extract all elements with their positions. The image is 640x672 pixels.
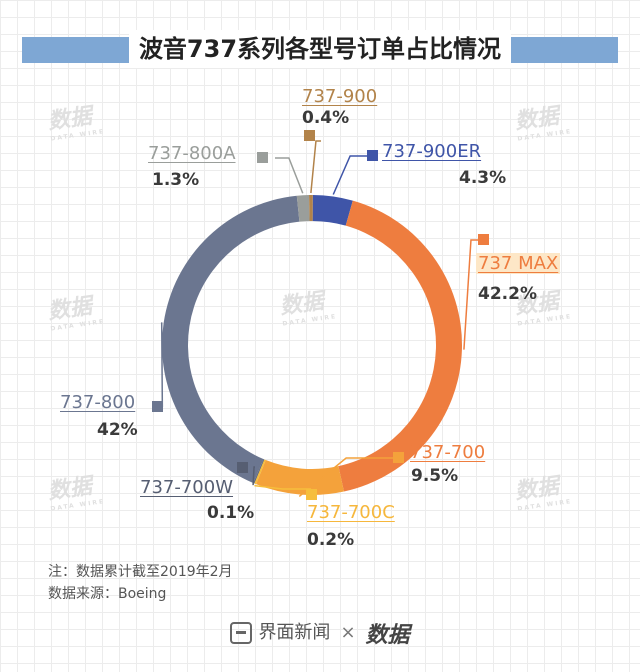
value-737-800a: 1.3%	[152, 170, 200, 190]
slice-737-700c	[254, 459, 266, 485]
slice-737-800a	[296, 195, 310, 222]
leader-line	[298, 457, 393, 498]
footer-brands: 界面新闻 × 数据	[0, 617, 640, 649]
label-737-700: 737-700	[410, 442, 486, 463]
label-737-900er: 737-900ER	[382, 141, 482, 162]
title-wrap: 波音737系列各型号订单占比情况	[0, 30, 640, 68]
label-737-700w: 737-700W	[140, 477, 234, 498]
value-737-900: 0.4%	[302, 108, 350, 128]
label-737-700c: 737-700C	[307, 502, 395, 523]
label-737-800: 737-800	[60, 392, 136, 413]
value-737-700w: 0.1%	[207, 503, 255, 523]
leader-line	[332, 155, 367, 195]
legend-swatch-737-900	[304, 130, 315, 141]
chart-title: 波音737系列各型号订单占比情况	[128, 30, 512, 68]
leader-line	[254, 484, 311, 490]
jiemian-logo-icon	[230, 622, 253, 644]
legend-swatch-737-700w	[237, 462, 248, 473]
legend-swatch-737-700	[393, 452, 404, 463]
leader-line	[463, 239, 478, 350]
slice-737-max	[338, 200, 462, 492]
source-note: 数据来源：Boeing	[48, 586, 167, 602]
leader-line	[252, 466, 255, 486]
legend-swatch-737-800a	[257, 152, 268, 163]
leader-line	[310, 140, 321, 194]
slice-737-700w	[253, 459, 265, 484]
label-737-max: 737 MAX	[476, 253, 561, 274]
value-737-700: 9.5%	[411, 466, 459, 486]
footnote: 注：数据累计截至2019年2月	[48, 564, 233, 580]
label-737-800a: 737-800A	[148, 143, 236, 164]
slice-737-700	[256, 460, 344, 495]
value-737-900er: 4.3%	[459, 168, 507, 188]
slice-737-800	[161, 195, 300, 484]
label-737-900: 737-900	[302, 86, 378, 107]
footer-separator: ×	[340, 622, 356, 643]
slice-737-900	[309, 195, 313, 222]
leader-line	[275, 157, 304, 194]
legend-swatch-737-700c	[306, 489, 317, 500]
value-737-700c: 0.2%	[307, 530, 355, 550]
value-737-max: 42.2%	[478, 284, 537, 304]
legend-swatch-737-max	[478, 234, 489, 245]
legend-swatch-737-800	[152, 401, 163, 412]
slice-737-900er	[312, 195, 353, 226]
legend-swatch-737-900er	[367, 150, 378, 161]
brand-jiemian: 界面新闻	[258, 622, 331, 643]
brand-datawire-logo: 数据	[365, 623, 410, 648]
value-737-800: 42%	[97, 420, 138, 440]
